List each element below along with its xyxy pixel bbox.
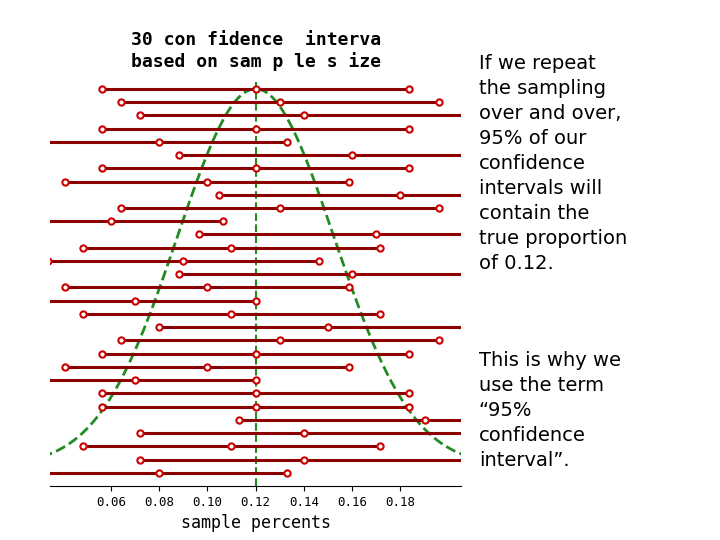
Text: This is why we
use the term
“95%
confidence
interval”.: This is why we use the term “95% confide…	[479, 351, 621, 470]
X-axis label: sample percents: sample percents	[181, 514, 330, 532]
Text: If we repeat
the sampling
over and over,
95% of our
confidence
intervals will
co: If we repeat the sampling over and over,…	[479, 54, 627, 273]
Title: 30 con fidence  interva
based on sam p le s ize: 30 con fidence interva based on sam p le…	[130, 31, 381, 71]
